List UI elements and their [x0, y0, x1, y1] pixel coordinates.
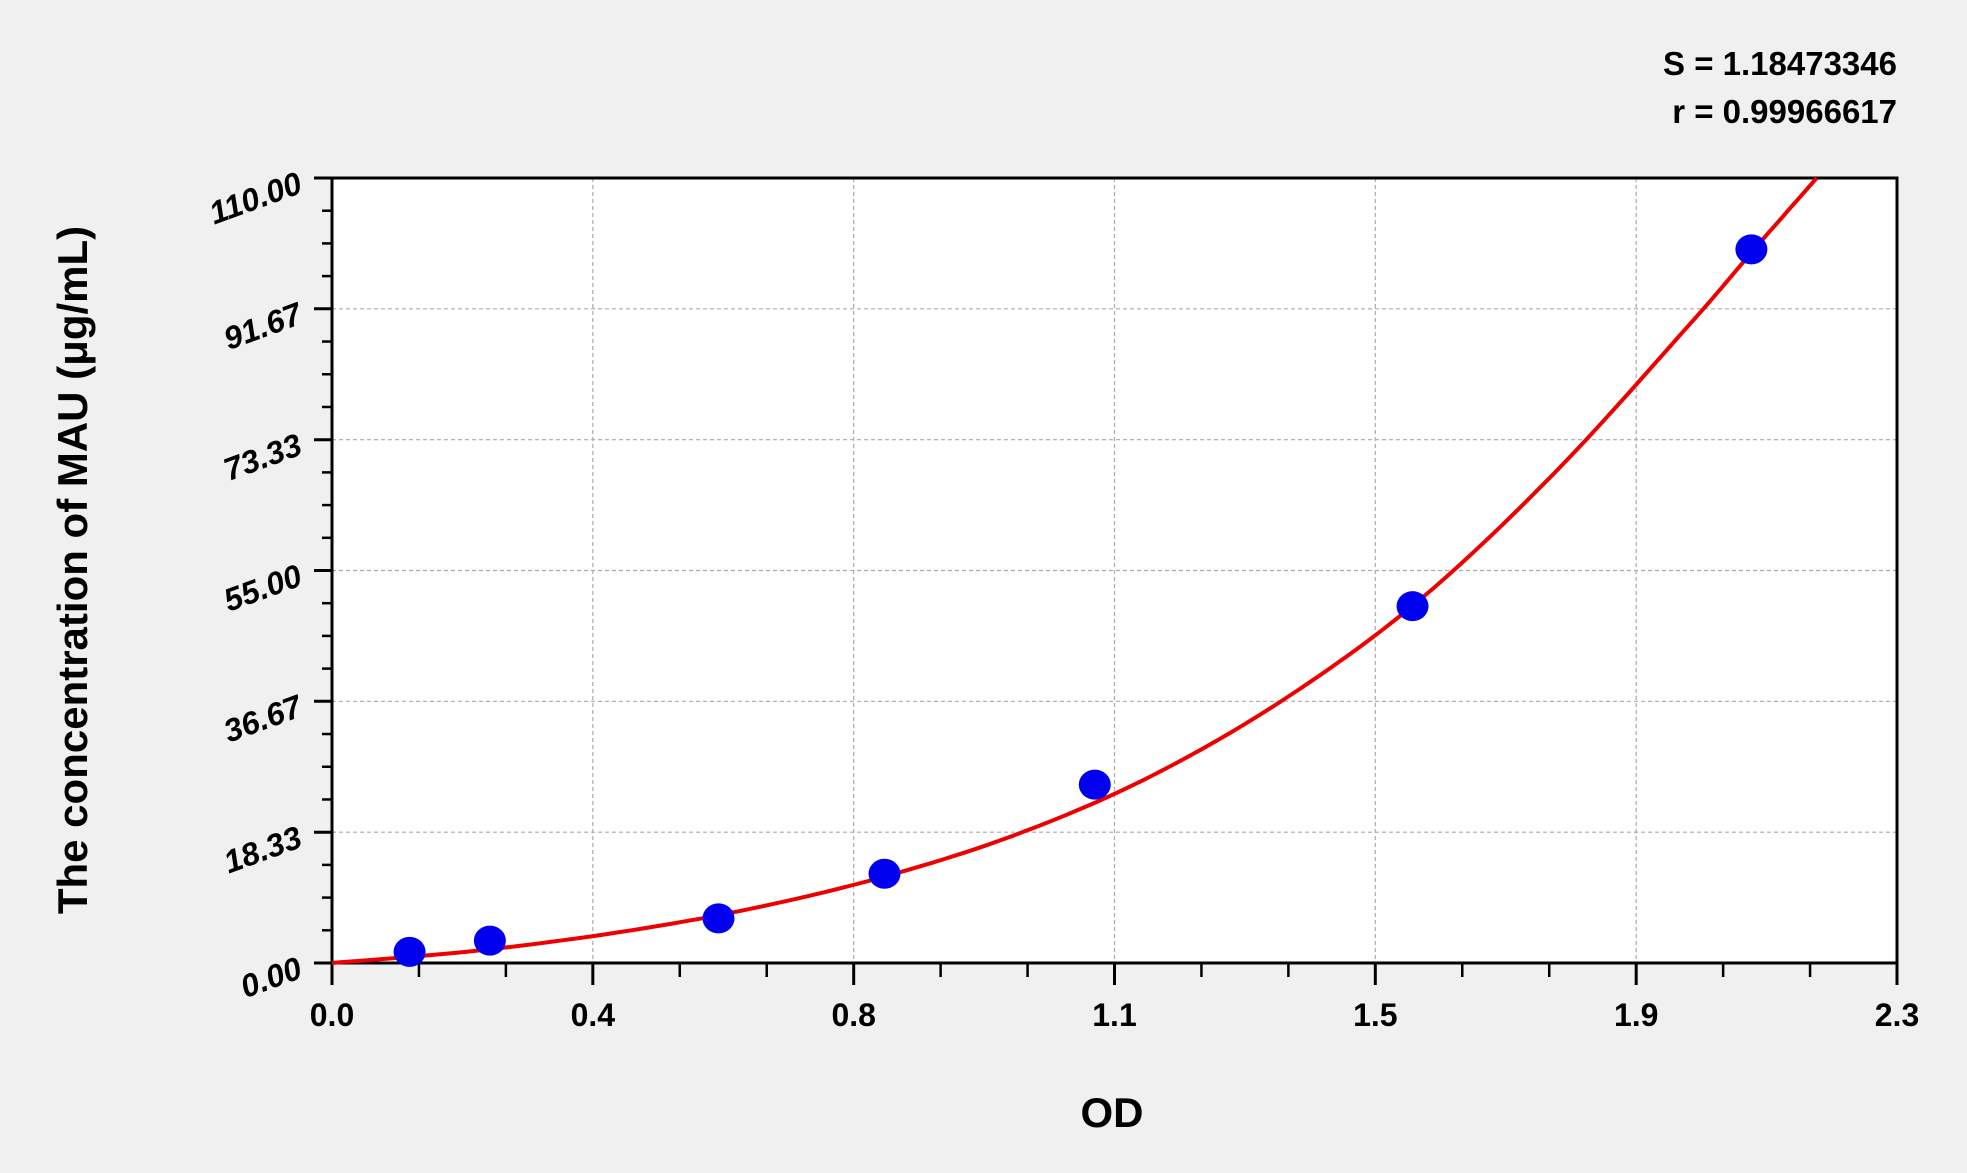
x-tick-label: 1.1: [1092, 997, 1136, 1033]
data-point: [1078, 769, 1111, 800]
data-point: [702, 903, 735, 934]
data-point: [1735, 234, 1768, 265]
y-axis-label: The concentration of MAU (μg/mL): [49, 226, 96, 914]
x-tick-label: 1.9: [1614, 997, 1658, 1033]
data-point: [393, 936, 426, 967]
x-tick-label: 0.0: [310, 997, 354, 1033]
x-tick-label: 0.8: [831, 997, 875, 1033]
x-tick-label: 0.4: [571, 997, 616, 1033]
grid: [332, 178, 1897, 963]
data-point: [473, 925, 506, 956]
minor-ticks: [322, 209, 1812, 977]
data-point: [868, 858, 901, 889]
x-axis-label: OD: [1081, 1089, 1144, 1136]
annotation-s: S = 1.18473346: [1663, 45, 1897, 82]
data-points: [393, 234, 1768, 967]
x-tick-label: 1.5: [1353, 997, 1397, 1033]
x-tick-label: 2.3: [1875, 997, 1919, 1033]
annotation-r: r = 0.99966617: [1672, 93, 1897, 130]
fit-curve: [331, 176, 1819, 965]
plot-frame: [330, 176, 1899, 965]
data-point: [1396, 591, 1429, 622]
x-axis-ticks: 0.0 0.4 0.8 1.1 1.5 1.9 2.3: [310, 963, 1919, 1033]
